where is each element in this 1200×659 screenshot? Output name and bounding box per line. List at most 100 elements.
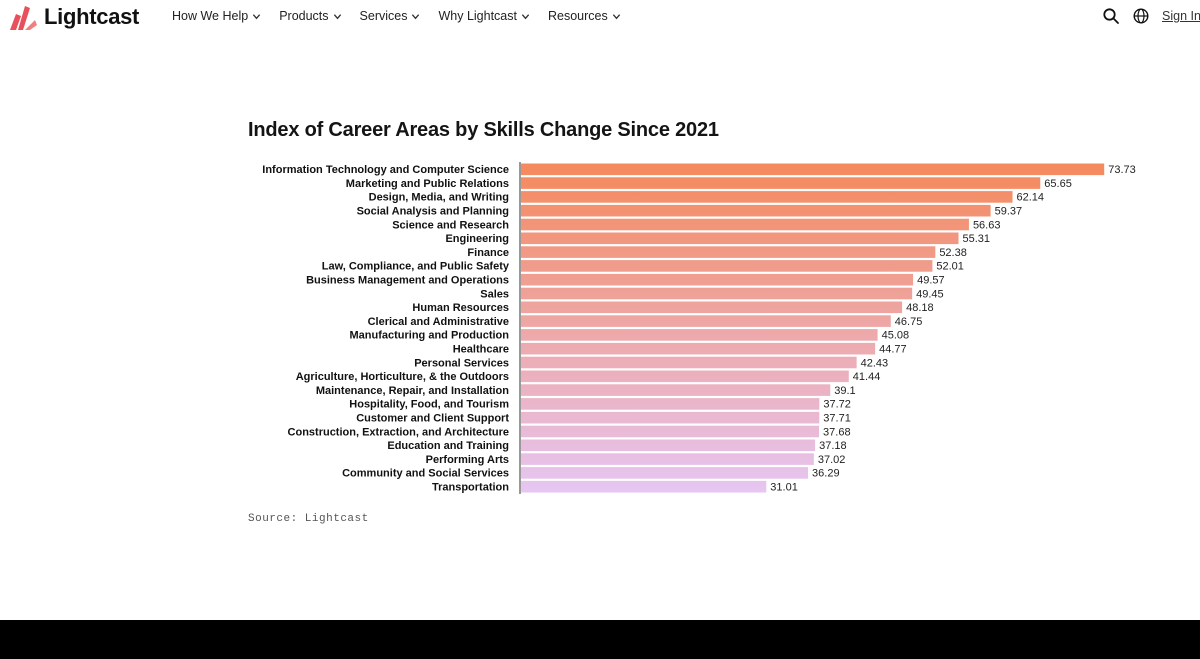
- bar: [521, 204, 991, 217]
- menu-item-services[interactable]: Services: [360, 9, 421, 23]
- category-label: Customer and Client Support: [356, 413, 509, 425]
- sign-in-link[interactable]: Sign In: [1162, 9, 1200, 23]
- value-label: 49.45: [916, 288, 944, 300]
- bar: [521, 191, 1013, 203]
- bar: [521, 273, 914, 286]
- category-label: Social Analysis and Planning: [357, 206, 509, 218]
- category-label: Construction, Extraction, and Architectu…: [288, 426, 509, 438]
- value-label: 37.02: [818, 454, 846, 466]
- value-label: 37.71: [823, 413, 851, 425]
- value-label: 62.14: [1017, 192, 1045, 204]
- menu-item-label: Resources: [547, 9, 608, 23]
- category-label: Engineering: [445, 233, 509, 245]
- bar: [521, 287, 913, 300]
- bar: [521, 329, 878, 341]
- bar: [521, 218, 969, 231]
- category-label: Law, Compliance, and Public Safety: [322, 261, 510, 273]
- chart-title: Index of Career Areas by Skills Change S…: [248, 119, 719, 141]
- category-label: Healthcare: [453, 344, 509, 356]
- value-label: 48.18: [906, 302, 934, 314]
- nav-utilities: Sign In: [1102, 7, 1200, 25]
- value-label: 39.1: [834, 385, 855, 397]
- menu-item-how-we-help[interactable]: How We Help: [172, 9, 261, 23]
- search-icon[interactable]: [1102, 7, 1120, 25]
- bar: [521, 370, 849, 383]
- value-label: 56.63: [973, 219, 1001, 231]
- bar: [521, 246, 936, 258]
- bar: [521, 467, 809, 479]
- category-label: Agriculture, Horticulture, & the Outdoor…: [296, 371, 509, 383]
- value-label: 52.01: [936, 261, 964, 273]
- footer-band: [0, 620, 1200, 659]
- bar: [521, 177, 1041, 189]
- brand-name: Lightcast: [44, 4, 140, 29]
- menu-item-label: How We Help: [172, 9, 249, 23]
- category-label: Maintenance, Repair, and Installation: [316, 385, 509, 397]
- value-label: 44.77: [879, 344, 907, 356]
- bars-group: [521, 163, 1105, 493]
- chevron-down-icon: [612, 13, 620, 19]
- value-label: 73.73: [1108, 164, 1136, 176]
- category-label: Manufacturing and Production: [350, 330, 510, 342]
- category-label: Finance: [467, 247, 509, 259]
- bar: [521, 411, 820, 424]
- chevron-down-icon: [253, 13, 261, 19]
- category-label: Performing Arts: [426, 454, 509, 466]
- main-menu: How We Help Products Services Why Lightc…: [172, 9, 621, 23]
- value-label: 37.18: [819, 440, 847, 452]
- value-label: 52.38: [939, 247, 967, 259]
- category-label: Education and Training: [387, 440, 509, 452]
- bar: [521, 315, 891, 327]
- bar: [521, 398, 820, 410]
- value-label: 46.75: [895, 316, 923, 328]
- bar: [521, 342, 876, 355]
- chevron-down-icon: [333, 13, 341, 19]
- bar: [521, 439, 816, 452]
- value-label: 37.72: [823, 399, 851, 411]
- top-navigation: Lightcast How We Help Products Services …: [0, 0, 1200, 34]
- category-label: Clerical and Administrative: [368, 316, 509, 328]
- category-label: Science and Research: [392, 219, 509, 231]
- value-label: 55.31: [963, 233, 991, 245]
- bar: [521, 356, 857, 369]
- globe-icon[interactable]: [1132, 7, 1150, 25]
- brand-logo[interactable]: Lightcast: [8, 3, 139, 31]
- category-label: Design, Media, and Writing: [369, 192, 509, 204]
- value-label: 65.65: [1044, 178, 1072, 190]
- chevron-down-icon: [412, 13, 420, 19]
- value-label: 42.43: [861, 357, 889, 369]
- value-label: 36.29: [812, 468, 840, 480]
- value-label: 59.37: [995, 206, 1023, 218]
- category-label: Sales: [480, 288, 509, 300]
- value-label: 31.01: [770, 482, 798, 494]
- bar: [521, 260, 933, 272]
- category-label: Business Management and Operations: [306, 275, 509, 287]
- category-label: Hospitality, Food, and Tourism: [349, 399, 509, 411]
- chart-source-note: Source: Lightcast: [248, 513, 369, 525]
- menu-item-why-lightcast[interactable]: Why Lightcast: [438, 9, 530, 23]
- bar: [521, 480, 767, 493]
- category-label: Human Resources: [412, 302, 509, 314]
- category-label: Marketing and Public Relations: [346, 178, 509, 190]
- bar: [521, 163, 1105, 176]
- lightcast-logo-icon: [10, 6, 37, 30]
- bar: [521, 301, 903, 314]
- category-label: Information Technology and Computer Scie…: [262, 164, 509, 176]
- menu-item-resources[interactable]: Resources: [548, 9, 621, 23]
- value-label: 37.68: [823, 426, 851, 438]
- bar: [521, 384, 831, 396]
- value-label: 45.08: [882, 330, 910, 342]
- category-labels-group: Information Technology and Computer Scie…: [262, 164, 510, 493]
- bar: [521, 232, 959, 245]
- bar: [521, 453, 814, 465]
- menu-item-label: Services: [359, 9, 408, 23]
- category-label: Community and Social Services: [342, 468, 509, 480]
- chevron-down-icon: [521, 13, 530, 19]
- menu-item-products[interactable]: Products: [279, 9, 341, 23]
- category-label: Personal Services: [414, 357, 509, 369]
- value-label: 41.44: [853, 371, 881, 383]
- menu-item-label: Products: [279, 9, 329, 23]
- menu-item-label: Why Lightcast: [438, 9, 517, 23]
